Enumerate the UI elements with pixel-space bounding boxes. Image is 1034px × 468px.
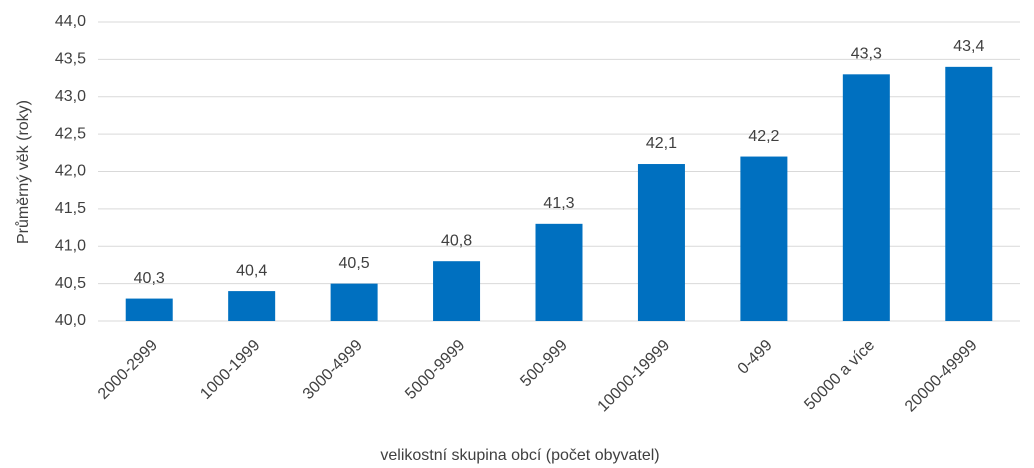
bar [125,298,173,321]
data-label: 42,2 [748,128,779,145]
y-tick-label: 40,5 [55,275,86,292]
x-tick-label: 5000-9999 [402,337,468,403]
x-tick-label: 500-999 [517,337,571,391]
x-tick-label: 2000-2999 [95,337,161,403]
y-tick-label: 42,5 [55,125,86,142]
data-label: 40,5 [339,255,370,272]
x-tick-label: 0-499 [735,337,776,378]
y-tick-label: 44,0 [55,13,86,30]
y-tick-label: 41,0 [55,237,86,254]
bar [535,223,583,321]
x-tick-label: 10000-19999 [595,337,674,416]
y-tick-label: 43,5 [55,51,86,68]
y-tick-label: 43,0 [55,88,86,105]
data-label: 40,4 [236,262,267,279]
x-tick-label: 3000-4999 [300,337,366,403]
bar [740,156,788,321]
data-label: 40,8 [441,232,472,249]
bar [228,291,276,321]
data-label: 40,3 [134,270,165,287]
x-tick-label: 20000-49999 [902,337,981,416]
x-axis-title: velikostní skupina obcí (počet obyvatel) [380,447,659,464]
x-tick-label: 50000 a více [801,337,878,414]
bar [330,283,378,321]
bar [842,74,890,321]
y-tick-label: 41,5 [55,200,86,217]
y-axis-title: Průměrný věk (roky) [14,100,32,244]
x-tick-label: 1000-1999 [197,337,263,403]
y-tick-label: 40,0 [55,312,86,329]
data-label: 41,3 [543,195,574,212]
bar [945,66,993,321]
bar [433,261,481,321]
data-label: 42,1 [646,135,677,152]
data-label: 43,4 [953,38,984,55]
data-label: 43,3 [851,46,882,63]
y-tick-label: 42,0 [55,163,86,180]
bar [637,164,685,321]
